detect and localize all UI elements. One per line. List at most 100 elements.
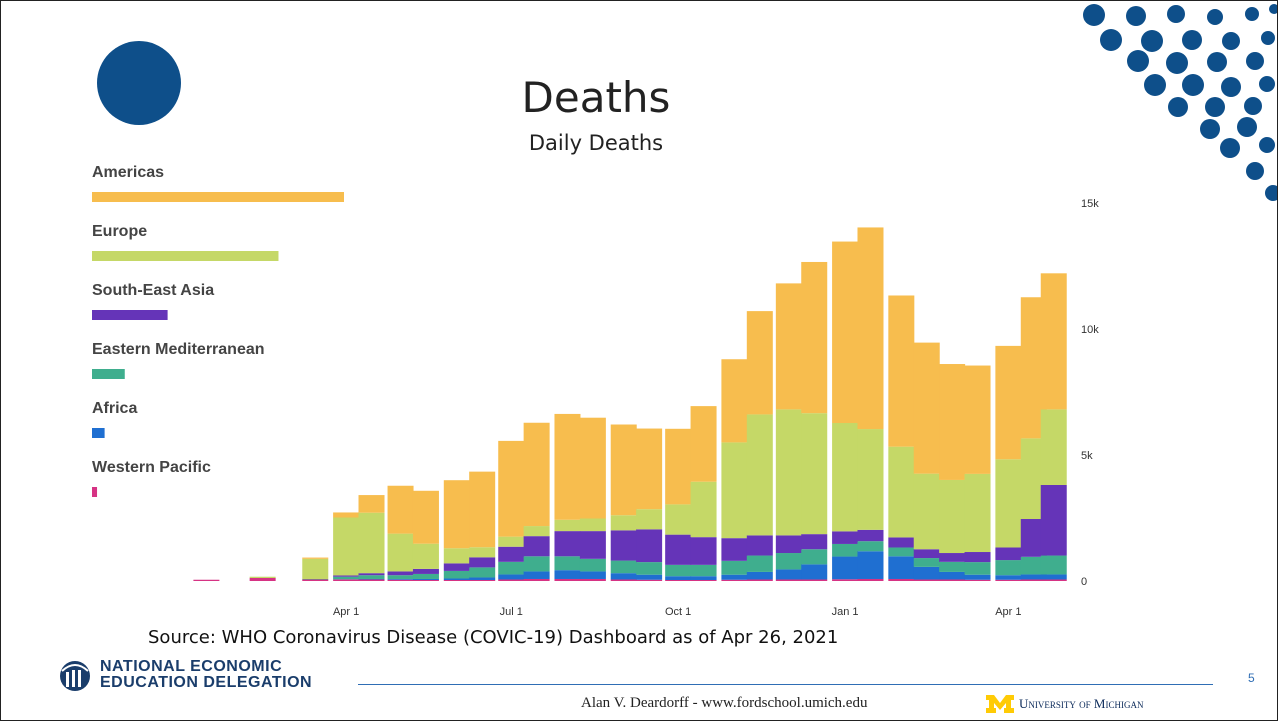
bar-segment-europe <box>610 515 637 531</box>
bar-segment-americas <box>610 424 637 516</box>
bar-segment-western-pacific <box>554 578 581 581</box>
decor-dot <box>1167 5 1185 23</box>
y-tick-label: 5k <box>1081 450 1093 462</box>
bar-segment-western-pacific <box>964 579 991 581</box>
bar-segment-americas <box>690 406 717 482</box>
decor-dot <box>1166 52 1188 74</box>
legend-label: Europe <box>92 223 147 240</box>
legend-bar <box>92 487 98 497</box>
logo-text-line2: EDUCATION DELEGATION <box>100 674 313 691</box>
bar-segment-south-east-asia <box>636 529 663 563</box>
legend-label: Eastern Mediterranean <box>92 341 265 358</box>
bar-segment-europe <box>523 526 550 537</box>
bar-segment-africa <box>964 574 991 580</box>
bar-segment-africa <box>358 578 385 580</box>
bar-segment-europe <box>801 413 828 535</box>
bar-segment-africa <box>939 571 966 580</box>
bar-segment-africa <box>995 575 1022 580</box>
footer-rule <box>358 684 1213 685</box>
bar-segment-south-east-asia <box>443 563 470 571</box>
legend-label: Americas <box>92 164 164 181</box>
bar-segment-eastern-mediterranean <box>775 553 802 570</box>
bar-segment-eastern-mediterranean <box>857 541 884 552</box>
decor-dot <box>1245 7 1259 21</box>
bar-segment-western-pacific <box>193 579 220 581</box>
bar-segment-europe <box>636 509 663 530</box>
bar-segment-eastern-mediterranean <box>358 575 385 579</box>
bar-segment-americas <box>469 471 496 548</box>
bar-segment-western-pacific <box>636 579 663 581</box>
bar-segment-americas <box>721 359 748 443</box>
bar-segment-europe <box>579 518 606 532</box>
bar-segment-south-east-asia <box>412 568 439 574</box>
decor-dot <box>1207 9 1223 25</box>
bar-segment-europe <box>333 517 360 576</box>
slide-title: Deaths <box>521 73 671 122</box>
bar-segment-south-east-asia <box>964 552 991 563</box>
bar-segment-western-pacific <box>333 579 360 581</box>
decor-dot <box>1141 30 1163 52</box>
bar-segment-europe <box>443 548 470 564</box>
bar-segment-south-east-asia <box>746 535 773 556</box>
bar-segment-south-east-asia <box>498 546 525 562</box>
bar-segment-africa <box>746 571 773 580</box>
decor-dot <box>1259 137 1275 153</box>
bar-segment-europe <box>913 473 940 550</box>
logo-text-line1: NATIONAL ECONOMIC <box>100 658 283 675</box>
bar-segment-western-pacific <box>913 579 940 581</box>
bar-segment-eastern-mediterranean <box>1020 556 1047 575</box>
decor-dot <box>1207 52 1227 72</box>
decor-dot <box>1221 77 1241 97</box>
y-tick-label: 0 <box>1081 576 1087 588</box>
bar-segment-south-east-asia <box>775 535 802 554</box>
bar-segment-americas <box>913 342 940 474</box>
bar-segment-africa <box>554 570 581 579</box>
bar-segment-eastern-mediterranean <box>554 556 581 571</box>
bar-segment-europe <box>888 446 915 538</box>
bar-segment-africa <box>888 556 915 579</box>
bar-segment-western-pacific <box>412 579 439 581</box>
bar-segment-americas <box>964 365 991 474</box>
bar-segment-eastern-mediterranean <box>498 561 525 575</box>
bar-segment-south-east-asia <box>913 549 940 559</box>
bar-segment-eastern-mediterranean <box>636 562 663 575</box>
bar-segment-western-pacific <box>888 578 915 581</box>
bar-segment-africa <box>523 571 550 579</box>
bar-segment-eastern-mediterranean <box>939 561 966 572</box>
bar-segment-western-pacific <box>1020 579 1047 581</box>
umich-logo: University of Michigan <box>985 694 1143 714</box>
author-credit: Alan V. Deardorff - www.fordschool.umich… <box>581 695 868 711</box>
legend-bar <box>92 192 344 202</box>
bar-segment-western-pacific <box>665 579 692 581</box>
bar-segment-africa <box>1040 574 1067 580</box>
bar-segment-africa <box>721 574 748 580</box>
bar-segment-americas <box>801 261 828 414</box>
bar-segment-americas <box>387 485 414 534</box>
circle-decoration <box>97 41 181 125</box>
bar-segment-americas <box>832 241 859 423</box>
bar-segment-western-pacific <box>443 579 470 581</box>
bar-segment-eastern-mediterranean <box>746 555 773 572</box>
bar-segment-south-east-asia <box>469 557 496 568</box>
bar-segment-eastern-mediterranean <box>469 567 496 578</box>
bar-segment-western-pacific <box>857 578 884 581</box>
bar-segment-western-pacific <box>498 579 525 581</box>
bar-segment-americas <box>554 413 581 520</box>
page-number: 5 <box>1248 671 1255 685</box>
bar-segment-western-pacific <box>249 577 276 581</box>
bar-segment-africa <box>498 574 525 580</box>
bar-segment-americas <box>939 364 966 480</box>
legend-bar <box>92 428 105 438</box>
decor-dot <box>1200 119 1220 139</box>
decor-dot <box>1244 97 1262 115</box>
decor-dot <box>1237 117 1257 137</box>
bar-segment-eastern-mediterranean <box>690 564 717 577</box>
bar-segment-western-pacific <box>746 579 773 581</box>
bar-segment-south-east-asia <box>690 537 717 565</box>
bar-segment-europe <box>554 519 581 532</box>
bar-segment-south-east-asia <box>888 537 915 548</box>
y-tick-label: 15k <box>1081 198 1099 210</box>
